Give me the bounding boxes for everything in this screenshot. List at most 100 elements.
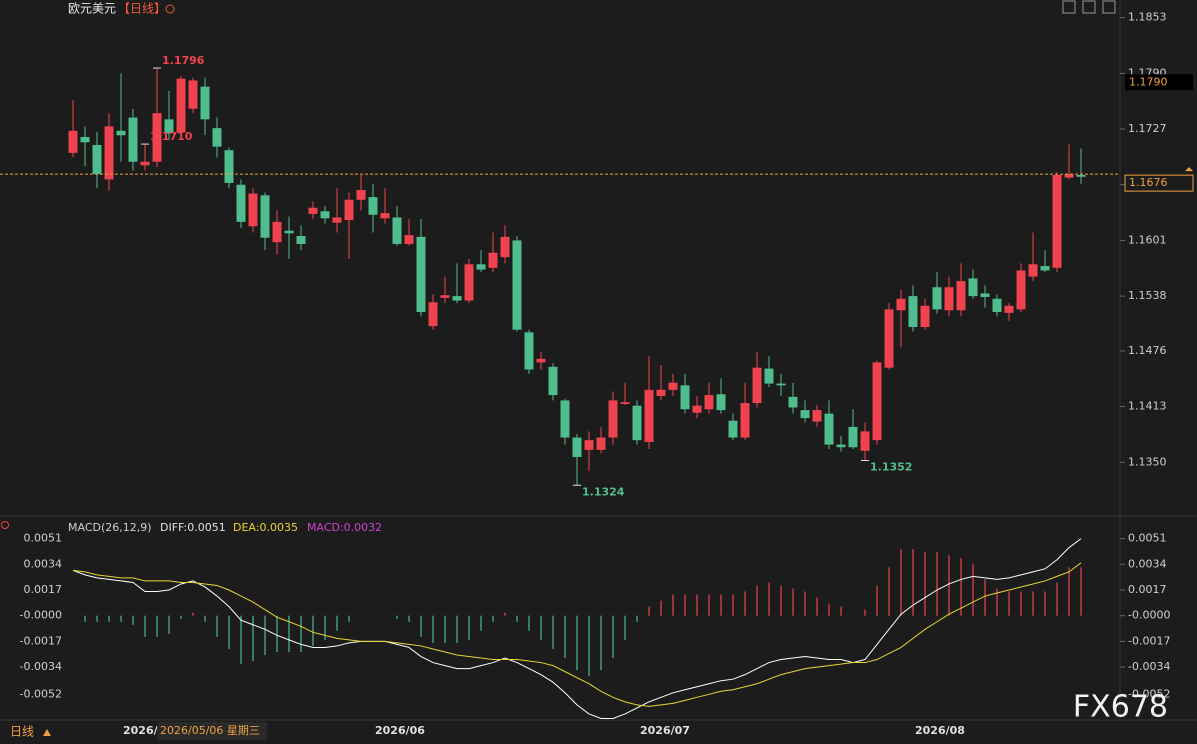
candle-body bbox=[908, 296, 918, 328]
y-tick-label: 0.0051 bbox=[1128, 532, 1167, 545]
y-tick-label: 1.1853 bbox=[1128, 11, 1167, 24]
period-tab[interactable]: 日线 bbox=[10, 725, 34, 739]
y-tick-label: 0.0017 bbox=[1128, 583, 1167, 596]
candle-body bbox=[236, 184, 246, 222]
candle-body bbox=[596, 437, 606, 450]
candle-body bbox=[320, 211, 330, 219]
candle-body bbox=[764, 368, 774, 384]
x-tick-label: 2026/07 bbox=[640, 724, 690, 737]
candle-body bbox=[740, 403, 750, 438]
candle-body bbox=[1004, 305, 1014, 313]
watermark: FX678 bbox=[1073, 690, 1168, 725]
candle-body bbox=[656, 389, 666, 396]
candle-body bbox=[1076, 175, 1086, 177]
candle-body bbox=[368, 197, 378, 215]
candle-body bbox=[272, 221, 282, 243]
x-tick-label: 2026/06 bbox=[375, 724, 425, 737]
y-tick-label: 1.1350 bbox=[1128, 455, 1167, 468]
y-tick-label: -0.0017 bbox=[1128, 634, 1170, 647]
x-tick-label: 2026/08 bbox=[915, 724, 965, 737]
current-price-label: 1.1676 bbox=[1129, 176, 1168, 189]
candle-body bbox=[380, 213, 390, 219]
candle-body bbox=[140, 161, 150, 166]
candle-body bbox=[476, 264, 486, 270]
candle-body bbox=[308, 207, 318, 214]
candle-body bbox=[944, 287, 954, 311]
candle-body bbox=[692, 405, 702, 413]
candle-body bbox=[632, 405, 642, 441]
candle-body bbox=[500, 236, 510, 258]
candle-body bbox=[824, 413, 834, 445]
candle-body bbox=[104, 126, 114, 180]
candle-body bbox=[488, 252, 498, 268]
candle-body bbox=[788, 396, 798, 408]
current-price-box bbox=[1124, 174, 1194, 192]
candle-body bbox=[932, 287, 942, 310]
candle-body bbox=[200, 86, 210, 120]
candle-body bbox=[992, 298, 1002, 313]
period-icon[interactable] bbox=[165, 4, 175, 14]
cursor-label: 2026/05/06 星期三 bbox=[160, 724, 260, 737]
candle-body bbox=[572, 437, 582, 457]
tab-arrow[interactable] bbox=[43, 729, 51, 736]
y-tick-label: 0.0034 bbox=[24, 557, 63, 570]
candle-body bbox=[608, 400, 618, 438]
candle-body bbox=[92, 144, 102, 175]
candle-body bbox=[176, 78, 186, 133]
candle-body bbox=[896, 298, 906, 311]
candle-body bbox=[392, 217, 402, 244]
y-tick-label: -0.0034 bbox=[1128, 660, 1170, 673]
candle-body bbox=[512, 240, 522, 330]
candle-body bbox=[704, 395, 714, 410]
candle-body bbox=[980, 293, 990, 297]
legend-entry: MACD:0.0032 bbox=[307, 521, 382, 534]
candle-body bbox=[716, 394, 726, 411]
candle-body bbox=[1028, 264, 1038, 277]
y-tick-label: 1.1601 bbox=[1128, 233, 1167, 246]
y-tick-label: 1.1476 bbox=[1128, 344, 1167, 357]
crosshair-box bbox=[1125, 74, 1193, 91]
candle-body bbox=[440, 295, 450, 298]
candle-body bbox=[836, 444, 846, 448]
period-label: 【日线】 bbox=[118, 2, 166, 16]
candle-body bbox=[164, 119, 174, 134]
tool-button[interactable] bbox=[1102, 0, 1116, 14]
candle-body bbox=[920, 305, 930, 328]
macd-line bbox=[72, 538, 1082, 719]
candle-body bbox=[68, 130, 78, 153]
legend-entry: DIFF:0.0051 bbox=[160, 521, 226, 534]
candle-body bbox=[404, 235, 414, 244]
candle-body bbox=[416, 236, 426, 313]
candle-body bbox=[812, 410, 822, 422]
y-tick-label: 1.1413 bbox=[1128, 400, 1167, 413]
candle-body bbox=[356, 190, 366, 200]
candle-body bbox=[860, 431, 870, 451]
y-tick-label: 1.1538 bbox=[1128, 289, 1167, 302]
candle-body bbox=[1064, 174, 1074, 178]
tool-button[interactable] bbox=[1062, 0, 1076, 14]
candle-body bbox=[248, 193, 258, 227]
candle-body bbox=[548, 366, 558, 396]
tool-button[interactable] bbox=[1082, 0, 1096, 14]
candle-body bbox=[116, 130, 126, 136]
candle-body bbox=[296, 235, 306, 244]
candle-body bbox=[260, 195, 270, 238]
crosshair-label: 1.1790 bbox=[1129, 75, 1168, 88]
indicator-icon[interactable] bbox=[1, 521, 9, 529]
y-tick-label: 0.0017 bbox=[24, 583, 63, 596]
candle-body bbox=[620, 402, 630, 404]
y-tick-label: -0.0017 bbox=[20, 634, 62, 647]
toolbar bbox=[1062, 0, 1116, 14]
candle-body bbox=[776, 383, 786, 386]
y-tick-label: -0.0000 bbox=[20, 609, 62, 622]
candle-body bbox=[152, 113, 162, 162]
candle-body bbox=[452, 296, 462, 301]
candle-body bbox=[332, 217, 342, 223]
candle-body bbox=[224, 150, 234, 183]
annotation-label: 1.1352 bbox=[870, 461, 912, 474]
candle-body bbox=[1016, 270, 1026, 310]
candle-body bbox=[212, 128, 222, 147]
legend-entry: DEA:0.0035 bbox=[233, 521, 298, 534]
